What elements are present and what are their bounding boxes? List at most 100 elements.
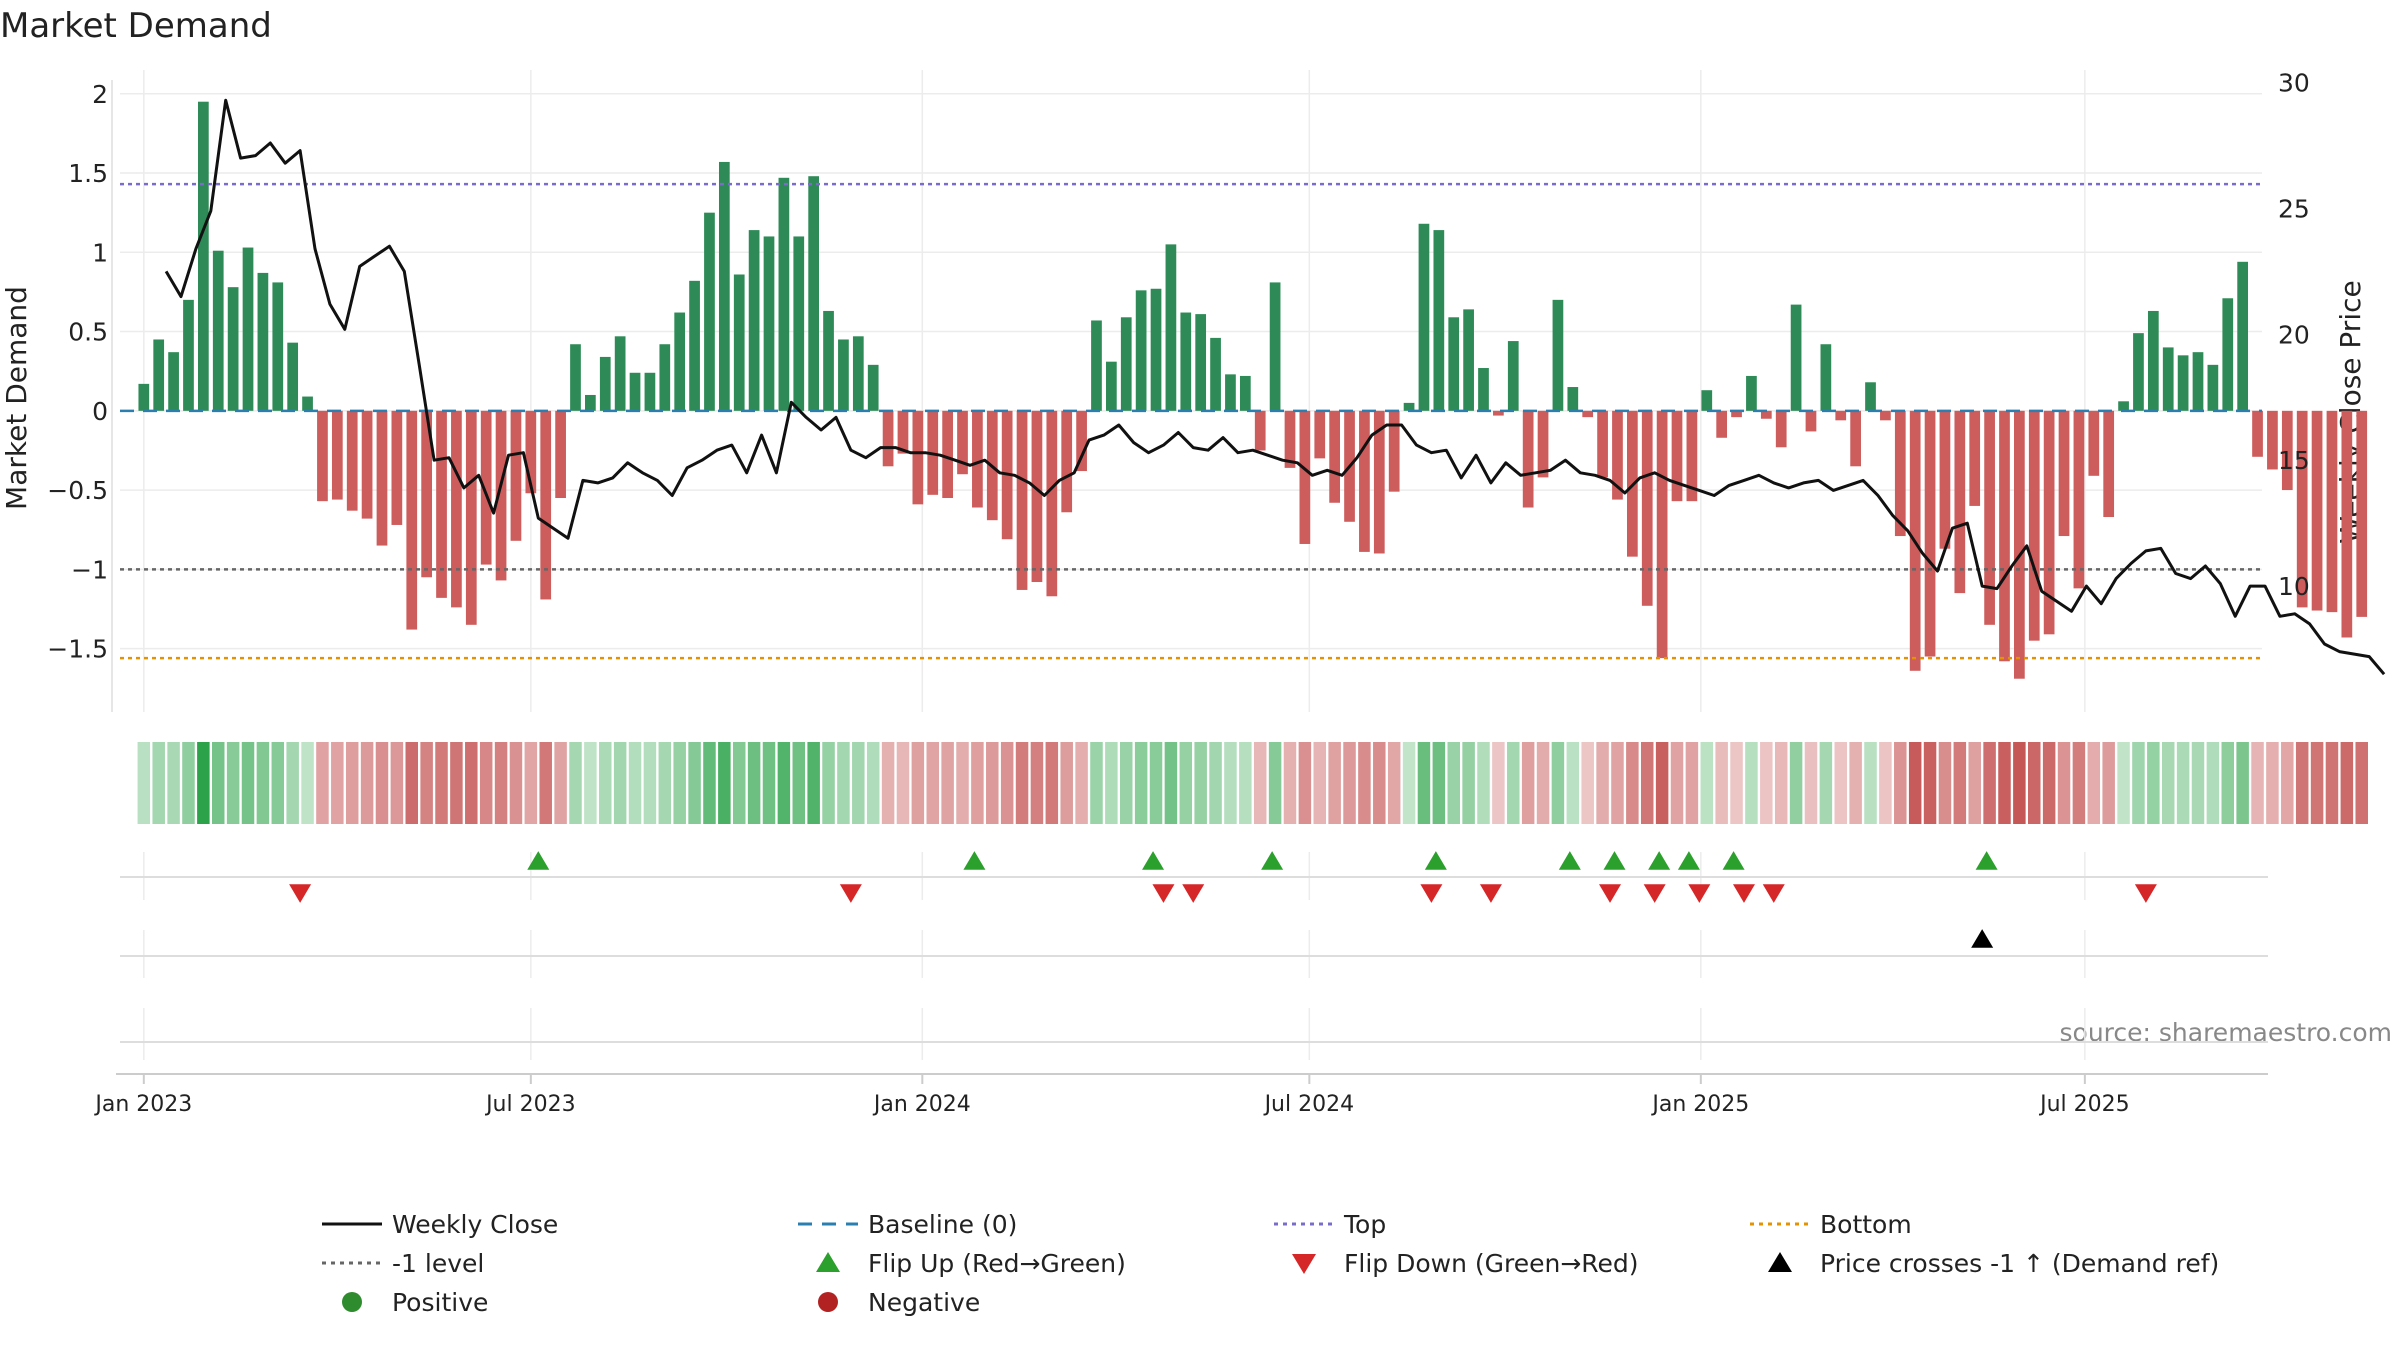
x-tick-label: Jan 2023 [93,1092,192,1117]
strip-cell-positive [2206,742,2220,824]
bar-positive [808,176,820,411]
bar-negative [2267,410,2278,470]
strip-cell-positive [1789,742,1803,824]
strip-cell-negative [971,742,984,824]
legend-label: Positive [392,1288,488,1317]
strip-cell-negative [1626,742,1639,824]
bar-negative [2073,410,2085,589]
bar-positive [242,247,254,411]
bar-negative [2341,410,2353,638]
bar-negative [2326,410,2338,613]
bar-negative [2356,410,2368,617]
bar-negative [1254,410,1266,451]
bar-negative [1016,410,1028,590]
strip-cell-negative [1640,742,1654,824]
strip-cell-positive [182,742,195,824]
strip-cell-negative [1536,742,1550,824]
bar-positive [1210,337,1221,411]
strip-cell-negative [1968,742,1981,824]
bar-negative [2088,410,2100,476]
strip-cell-positive [211,742,225,824]
bar-negative [2014,410,2025,679]
bar-negative [1924,410,1936,657]
strip-cell-negative [509,742,523,824]
bar-positive [2133,333,2144,411]
bar-negative [1329,410,1341,503]
legend-item: Positive [342,1288,488,1317]
strip-cell-negative [1373,742,1386,824]
strip-cell-negative [1908,742,1922,824]
strip-cell-positive [718,742,731,824]
bar-negative [406,410,418,630]
strip-cell-positive [1090,742,1103,824]
flip-up-marker [527,851,550,870]
bar-negative [331,410,343,500]
strip-cell-positive [2161,742,2175,824]
strip-cell-positive [1507,742,1520,824]
bar-positive [1463,309,1474,411]
strip-cell-positive [286,742,299,824]
bar-negative [1760,410,1772,419]
legend-label: Negative [868,1288,980,1317]
legend: Weekly Close Baseline (0) Top Bottom -1 leve… [322,1210,2219,1317]
legend-item: Price crosses -1 ↑ (Demand ref) [1768,1249,2219,1278]
bar-negative [2252,410,2263,457]
strip-cell-positive [1566,742,1580,824]
legend-item: Flip Up (Red→Green) [816,1249,1126,1278]
strip-cell-positive [1819,742,1833,824]
bar-positive [1106,361,1117,411]
strip-cell-negative [494,742,508,824]
bar-positive [1180,312,1192,411]
bar-negative [2311,410,2323,611]
flip-down-marker [1599,884,1622,903]
flip-signal-panel [120,851,2268,903]
flip-down-marker [2134,884,2157,903]
bar-positive [2207,364,2219,411]
y-tick-label: 0 [92,397,108,426]
y2-tick-label: 25 [2278,194,2310,223]
legend-label: -1 level [392,1249,484,1278]
bar-positive [2192,352,2204,411]
bar-positive [287,342,299,411]
legend-item: Top [1274,1210,1386,1239]
bar-positive [1507,341,1519,411]
strip-cell-positive [1864,742,1877,824]
strip-cell-negative [1313,742,1327,824]
strip-cell-negative [1804,742,1818,824]
strip-cell-positive [673,742,686,824]
legend-label: Price crosses -1 ↑ (Demand ref) [1820,1249,2219,1278]
strip-cell-negative [2057,742,2071,824]
y-tick-label: 0.5 [68,318,108,347]
legend-label: Flip Down (Green→Red) [1344,1249,1639,1278]
strip-cell-negative [986,742,999,824]
strip-cell-negative [1685,742,1699,824]
flip-down-marker [1688,884,1711,903]
strip-cell-negative [345,742,359,824]
strip-cell-positive [167,742,180,824]
flip-down-marker [1479,884,1502,903]
strip-cell-positive [301,742,314,824]
bar-negative [346,410,358,511]
strip-cell-negative [1298,742,1312,824]
strip-cell-positive [1551,742,1565,824]
flip-up-marker [1558,851,1581,870]
strip-cell-positive [599,742,612,824]
strip-cell-negative [1760,742,1773,824]
bar-negative [1805,410,1817,432]
bar-positive [2177,355,2189,411]
strip-cell-negative [881,742,895,824]
strip-cell-negative [331,742,344,824]
bar-negative [2281,410,2293,491]
strip-cell-positive [1119,742,1133,824]
strip-cell-negative [1253,742,1267,824]
strip-cell-negative [1030,742,1044,824]
flip-up-marker [1142,851,1165,870]
strip-cell-negative [2295,742,2309,824]
strip-cell-negative [1611,742,1624,824]
strip-cell-positive [256,742,270,824]
x-tick-label: Jul 2025 [2038,1092,2130,1117]
bar-positive [168,352,179,411]
strip-cell-positive [1417,742,1431,824]
legend-swatch-triangle [816,1252,840,1272]
bar-negative [1061,410,1073,513]
